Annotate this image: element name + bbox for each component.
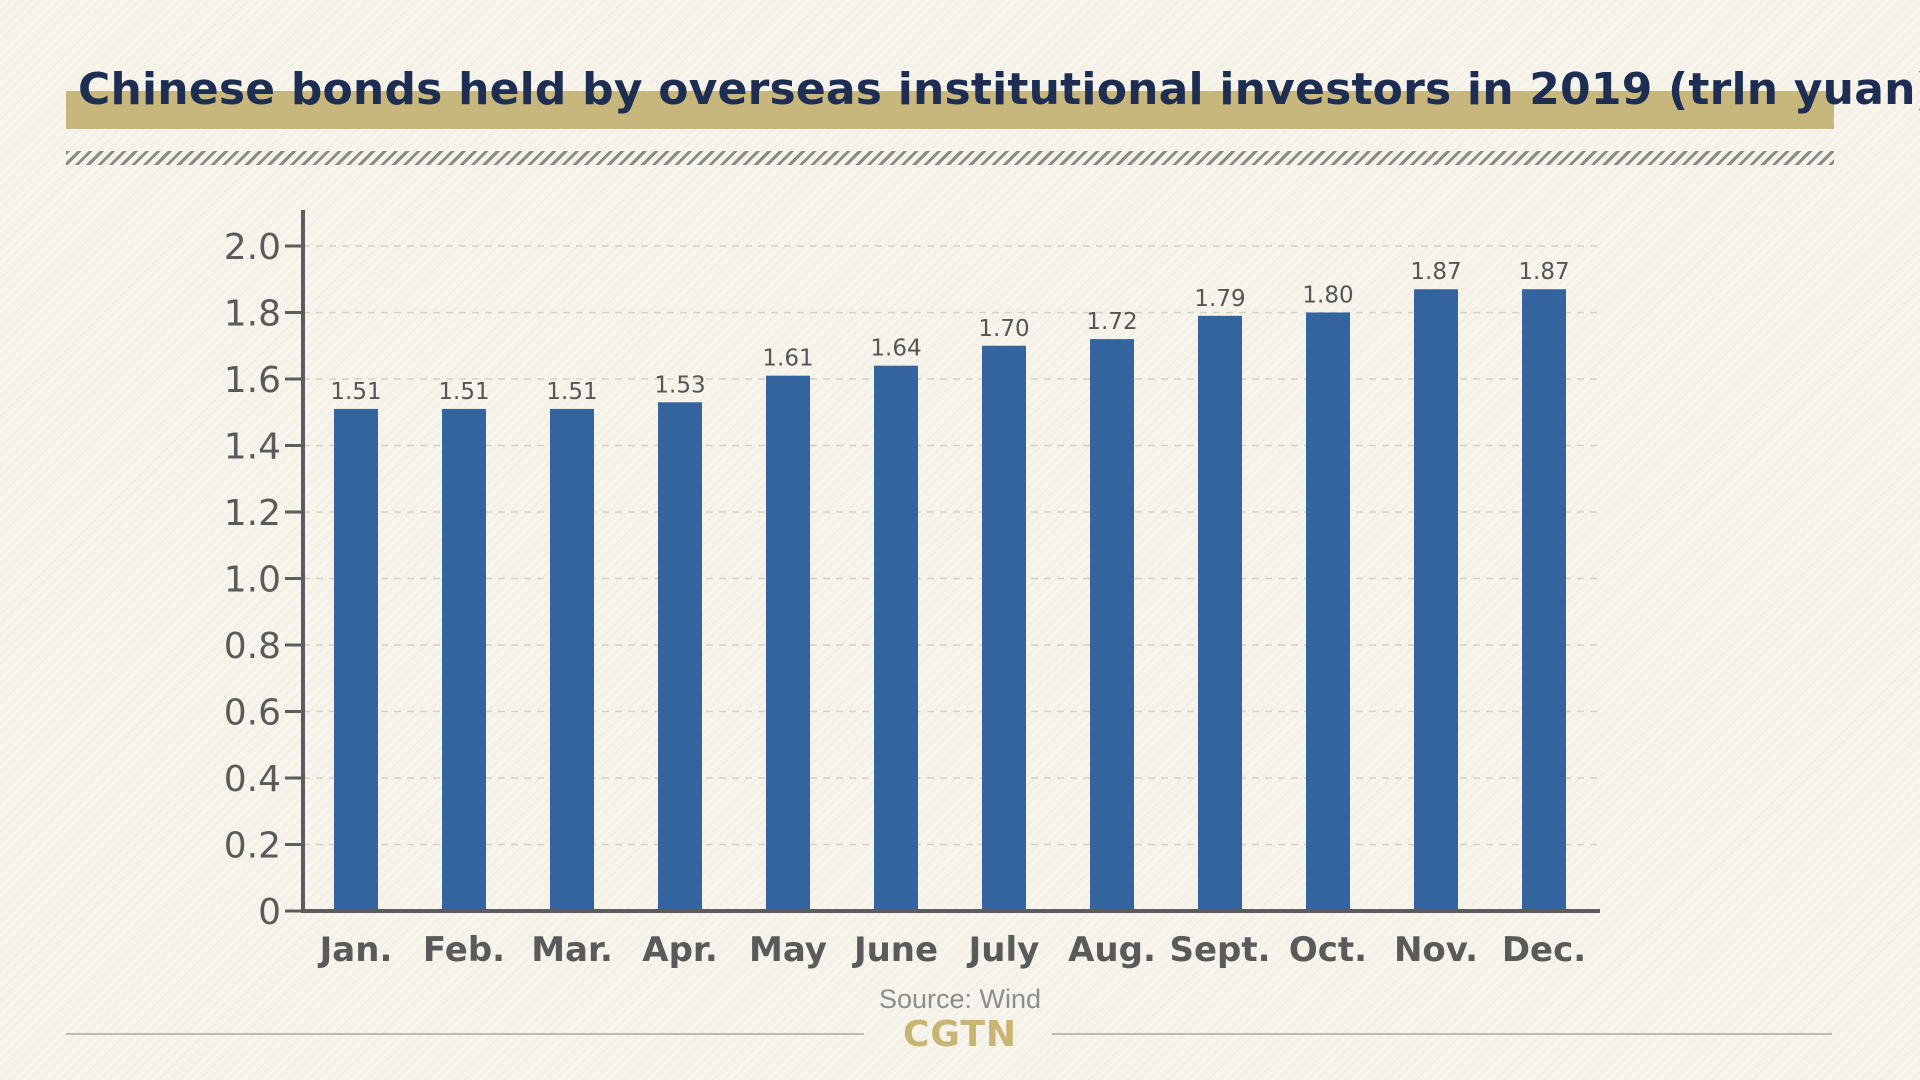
data-label: 1.80 — [1302, 283, 1353, 309]
x-tick-label: Apr. — [642, 930, 718, 970]
data-label: 1.61 — [762, 346, 813, 372]
y-tick-label: 0.8 — [224, 626, 281, 667]
y-tick-label: 1.6 — [224, 360, 281, 401]
x-tick-label: July — [967, 930, 1040, 970]
x-tick-label: Sept. — [1169, 930, 1270, 970]
x-tick-label: June — [852, 930, 938, 970]
y-tick-label: 2.0 — [224, 227, 281, 268]
y-tick-label: 1.0 — [224, 560, 281, 601]
footer-rule-right — [1052, 1033, 1832, 1035]
data-label: 1.51 — [330, 379, 381, 405]
y-tick-label: 0.2 — [224, 826, 281, 867]
chart-title: Chinese bonds held by overseas instituti… — [78, 64, 1920, 115]
bar-nov — [1414, 289, 1458, 910]
data-label: 1.70 — [978, 316, 1029, 342]
data-label: 1.53 — [654, 372, 705, 398]
bar-may — [766, 375, 810, 909]
x-axis-labels: Jan. Feb. Mar. Apr. May June July Aug. Sept. Oct.… — [318, 930, 1587, 970]
bar-aug — [1090, 339, 1134, 910]
bar-oct — [1306, 312, 1350, 909]
x-tick-label: Feb. — [423, 930, 505, 970]
bar-jan — [334, 408, 378, 909]
bar-apr — [658, 402, 702, 909]
data-label: 1.87 — [1410, 259, 1461, 285]
x-tick-label: Nov. — [1394, 930, 1478, 970]
gridlines — [303, 245, 1600, 846]
data-labels: 1.51 1.51 1.51 1.53 1.61 1.64 1.70 1.72 1.79 1.80… — [330, 259, 1569, 405]
data-label: 1.72 — [1086, 309, 1137, 335]
data-label: 1.87 — [1518, 259, 1569, 285]
data-label: 1.51 — [546, 379, 597, 405]
bar-july — [982, 345, 1026, 909]
bar-dec — [1522, 289, 1566, 910]
data-label: 1.79 — [1194, 286, 1245, 312]
data-label: 1.64 — [870, 336, 921, 362]
x-tick-label: Jan. — [318, 930, 393, 970]
axes — [301, 210, 1600, 913]
data-label: 1.51 — [438, 379, 489, 405]
y-axis-ticks: 0 0.2 0.4 0.6 0.8 1.0 1.2 1.4 1.6 1.8 2.0 — [224, 227, 303, 933]
x-tick-label: May — [749, 930, 827, 970]
bar-feb — [442, 408, 486, 909]
decorative-hatch-divider — [66, 151, 1834, 165]
cgtn-logo: CGTN — [902, 1014, 1018, 1055]
y-tick-label: 0.6 — [224, 693, 281, 734]
x-tick-label: Dec. — [1502, 930, 1586, 970]
footer-rule-left — [66, 1033, 864, 1035]
bars — [334, 289, 1566, 910]
x-tick-label: Mar. — [531, 930, 613, 970]
title-band — [66, 91, 1834, 129]
y-tick-label: 0 — [258, 892, 281, 933]
bar-sept — [1198, 315, 1242, 909]
source-note: Source: Wind — [878, 984, 1042, 1014]
y-tick-label: 0.4 — [224, 759, 281, 800]
y-tick-label: 1.2 — [224, 493, 281, 534]
bar-mar — [550, 408, 594, 909]
x-tick-label: Oct. — [1289, 930, 1367, 970]
bar-june — [874, 365, 918, 909]
x-tick-label: Aug. — [1068, 930, 1156, 970]
y-tick-label: 1.4 — [224, 427, 281, 468]
y-tick-label: 1.8 — [224, 294, 281, 335]
